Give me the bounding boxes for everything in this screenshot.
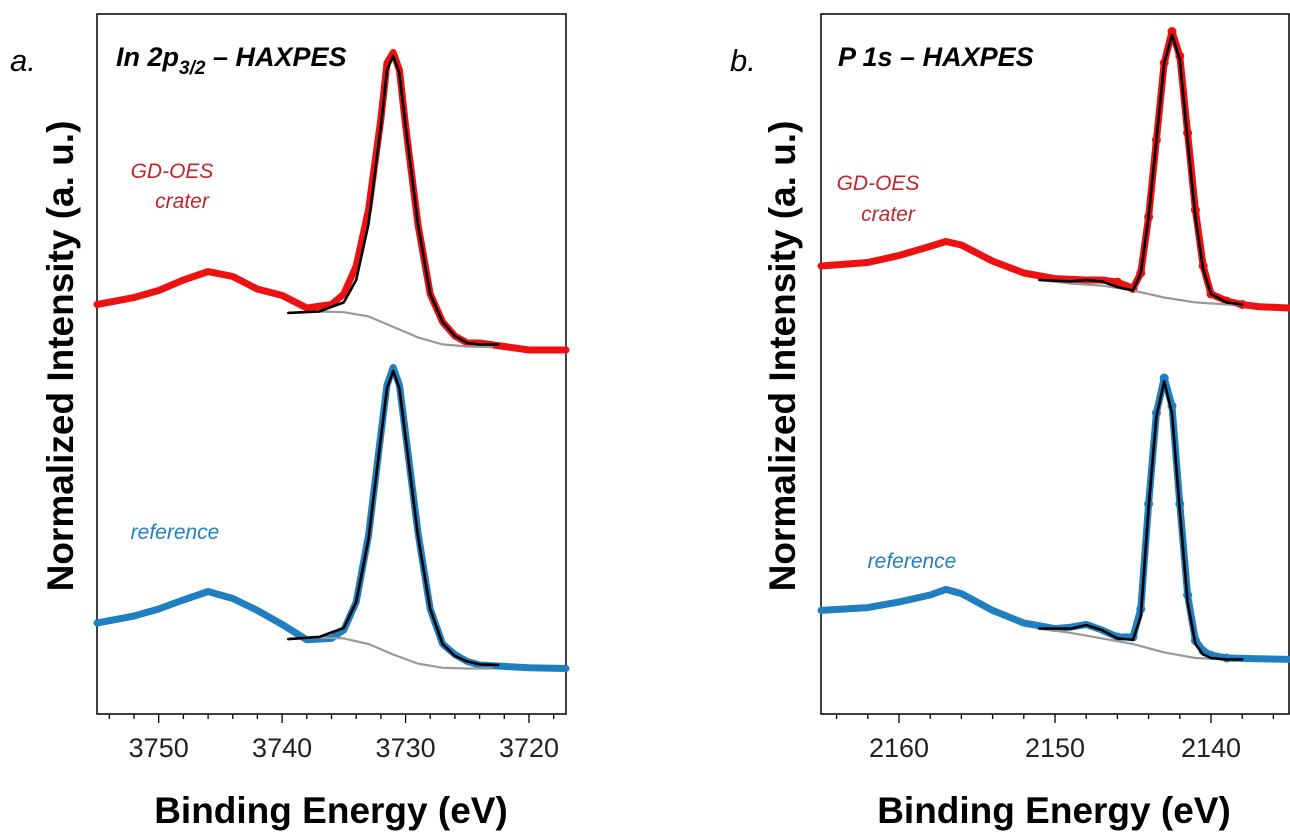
panel-a-x-tick-label: 3730 — [376, 733, 436, 763]
panel-a-background-line-2 — [287, 636, 493, 670]
panel-b-y-axis-label: Normalized Intensity (a. u.) — [762, 121, 803, 592]
panel-b-title-main: P 1s — [838, 42, 893, 72]
panel-b-fit-line-2 — [1038, 380, 1244, 661]
panel-a-title: In 2p3/2 – HAXPES — [116, 42, 347, 79]
panel-b-frame — [820, 13, 1290, 715]
panel-b-label: b. — [730, 43, 756, 78]
panel-b-crater-line-1 — [817, 28, 1290, 312]
panel-a-annotation-crater: crater — [155, 190, 210, 213]
panel-b-annotation-reference: reference — [868, 550, 957, 573]
panel-b-annotation-crater: crater — [861, 203, 916, 226]
panel-a-annotation-gd-oes: GD-OES — [131, 160, 214, 183]
panel-b-title: P 1s – HAXPES — [838, 42, 1034, 72]
panel-a-reference-line-1 — [93, 364, 570, 672]
panel-b-crater-marker — [1167, 27, 1177, 36]
panel-b-crater-marker — [1112, 277, 1122, 287]
panel-a-title-rest: – HAXPES — [205, 42, 346, 72]
panel-b-background-line-1 — [1038, 278, 1244, 306]
panel-a-x-ticks: 3750 3740 3730 3720 — [108, 714, 559, 763]
panel-b-x-axis-label: Binding Energy (eV) — [877, 790, 1231, 831]
panel-a: Normalized Intensity (a. u.) a. In 2p3/2… — [10, 13, 570, 831]
panel-b-series — [817, 27, 1290, 663]
panel-b-x-tick-label: 2140 — [1181, 733, 1241, 763]
panel-a-fit-line-1 — [287, 54, 500, 346]
panel-a-annotation-reference: reference — [131, 521, 220, 544]
panel-a-y-axis-label: Normalized Intensity (a. u.) — [40, 121, 81, 592]
panel-b-x-tick-label: 2160 — [869, 733, 929, 763]
panel-a-x-tick-label: 3750 — [129, 733, 189, 763]
panel-b-x-tick-label: 2150 — [1025, 733, 1085, 763]
panel-b-x-ticks: 2160 2150 2140 — [835, 714, 1275, 763]
panel-a-series — [93, 49, 570, 672]
panel-a-x-tick-label: 3720 — [499, 733, 559, 763]
panel-b-reference-line-1 — [817, 374, 1290, 663]
panel-a-x-axis-label: Binding Energy (eV) — [154, 790, 508, 831]
panel-a-background-line-1 — [287, 310, 493, 349]
panel-a-x-tick-label: 3740 — [252, 733, 312, 763]
panel-a-fit-line-2 — [287, 369, 500, 667]
panel-a-label: a. — [10, 43, 36, 78]
panel-b-reference-marker — [1159, 373, 1169, 383]
panel-b-annotation-gd-oes: GD-OES — [837, 172, 920, 195]
panel-b-fit-line-1 — [1038, 33, 1244, 306]
panel-a-title-sub: 3/2 — [179, 58, 206, 79]
panel-b-title-rest: – HAXPES — [893, 42, 1034, 72]
panel-b: Normalized Intensity (a. u.) b. P 1s – H… — [730, 13, 1290, 831]
panel-a-title-main: In 2p — [116, 42, 179, 72]
